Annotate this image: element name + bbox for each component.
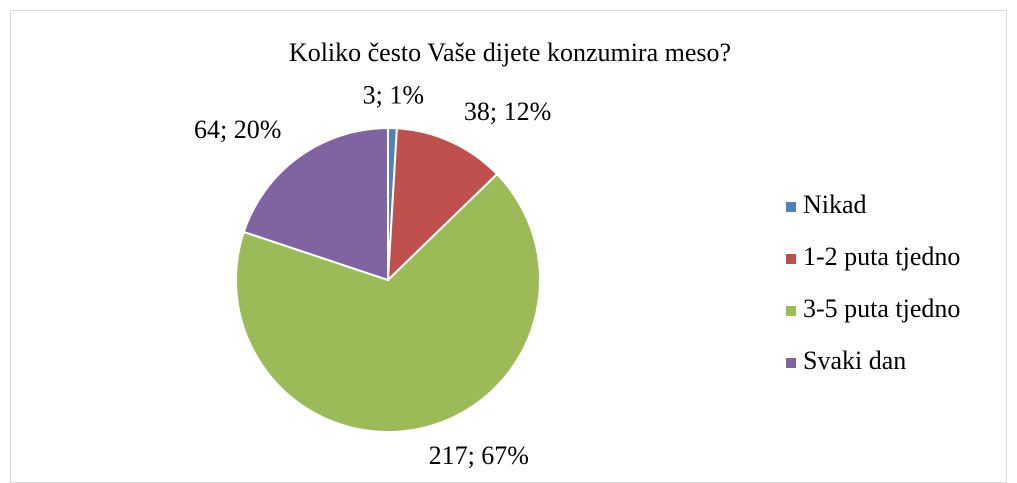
legend-label: 3-5 puta tjedno [803, 294, 960, 323]
data-label: 217; 67% [429, 441, 529, 470]
legend-swatch [786, 358, 796, 368]
chart-title: Koliko često Vaše dijete konzumira meso? [289, 38, 731, 67]
pie-slice [386, 127, 499, 283]
legend-swatch [786, 254, 796, 264]
pie-slice [235, 172, 541, 433]
data-label: 64; 20% [194, 115, 281, 144]
legend-label: Nikad [803, 190, 867, 219]
data-label: 38; 12% [464, 97, 551, 126]
legend-swatch [786, 202, 796, 212]
pie-slice [242, 126, 389, 282]
legend-swatch [786, 306, 796, 316]
legend-label: 1-2 puta tjedno [803, 242, 960, 271]
data-label: 3; 1% [363, 81, 424, 110]
legend-label: Svaki dan [803, 346, 906, 375]
